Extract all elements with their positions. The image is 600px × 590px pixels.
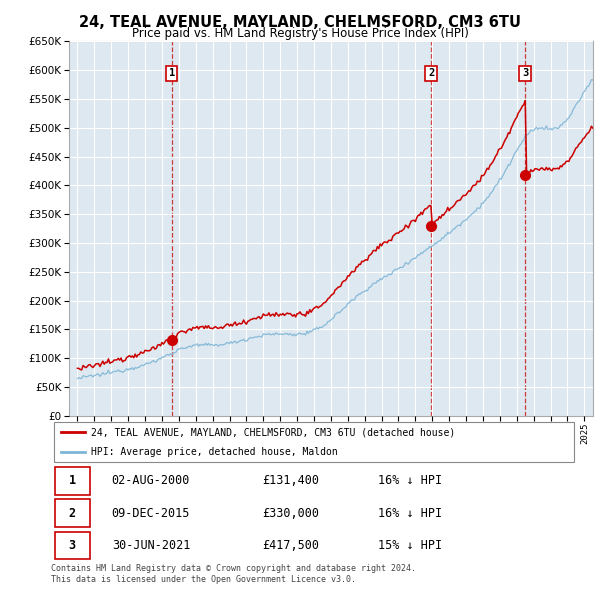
Text: 16% ↓ HPI: 16% ↓ HPI <box>379 506 442 520</box>
Text: HPI: Average price, detached house, Maldon: HPI: Average price, detached house, Mald… <box>91 447 337 457</box>
Text: 3: 3 <box>68 539 76 552</box>
Text: 1: 1 <box>169 68 175 78</box>
Text: 02-AUG-2000: 02-AUG-2000 <box>112 474 190 487</box>
Text: 2: 2 <box>68 506 76 520</box>
Text: 24, TEAL AVENUE, MAYLAND, CHELMSFORD, CM3 6TU (detached house): 24, TEAL AVENUE, MAYLAND, CHELMSFORD, CM… <box>91 427 455 437</box>
FancyBboxPatch shape <box>55 499 89 527</box>
FancyBboxPatch shape <box>55 467 89 494</box>
Text: 1: 1 <box>68 474 76 487</box>
Text: 16% ↓ HPI: 16% ↓ HPI <box>379 474 442 487</box>
Text: 09-DEC-2015: 09-DEC-2015 <box>112 506 190 520</box>
Text: This data is licensed under the Open Government Licence v3.0.: This data is licensed under the Open Gov… <box>51 575 356 584</box>
Text: 30-JUN-2021: 30-JUN-2021 <box>112 539 190 552</box>
Text: £417,500: £417,500 <box>262 539 319 552</box>
FancyBboxPatch shape <box>55 532 89 559</box>
Text: Contains HM Land Registry data © Crown copyright and database right 2024.: Contains HM Land Registry data © Crown c… <box>51 564 416 573</box>
FancyBboxPatch shape <box>53 421 574 463</box>
Text: 15% ↓ HPI: 15% ↓ HPI <box>379 539 442 552</box>
Text: £131,400: £131,400 <box>262 474 319 487</box>
Text: 24, TEAL AVENUE, MAYLAND, CHELMSFORD, CM3 6TU: 24, TEAL AVENUE, MAYLAND, CHELMSFORD, CM… <box>79 15 521 30</box>
Text: Price paid vs. HM Land Registry's House Price Index (HPI): Price paid vs. HM Land Registry's House … <box>131 27 469 40</box>
Text: £330,000: £330,000 <box>262 506 319 520</box>
Text: 3: 3 <box>522 68 529 78</box>
Text: 2: 2 <box>428 68 434 78</box>
